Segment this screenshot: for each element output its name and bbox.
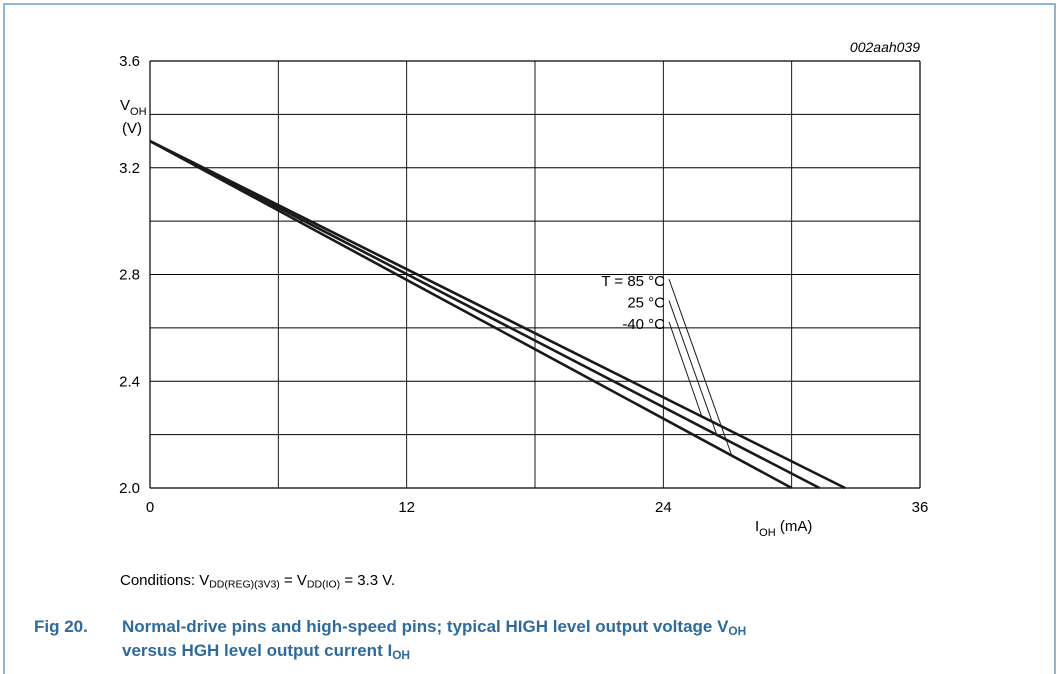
caption-line-2: versus HGH level output current IOH [122, 641, 411, 662]
x-tick-label: 12 [398, 499, 415, 516]
legend-leader-line [668, 300, 718, 435]
tick-labels: 0 12 24 36 2.0 2.4 2.8 3.2 3.6 [119, 53, 928, 516]
legend-leader-line [668, 279, 733, 456]
figure-caption: Fig 20. Normal-drive pins and high-speed … [34, 615, 746, 663]
series-line [149, 139, 821, 490]
legend: T = 85 °C 25 °C -40 °C [601, 273, 665, 333]
series-lines [149, 139, 846, 490]
figure-id: 002aah039 [850, 39, 920, 55]
x-tick-label: 24 [655, 499, 672, 516]
y-tick-label: 2.8 [119, 267, 140, 284]
y-tick-label: 3.2 [119, 160, 140, 177]
x-tick-label: 36 [912, 499, 929, 516]
y-axis-unit: (V) [122, 120, 142, 137]
legend-leaders [668, 279, 733, 456]
grid [149, 60, 921, 489]
y-tick-label: 2.4 [119, 373, 140, 390]
y-axis-label: VOH [120, 97, 147, 118]
legend-label: 25 °C [627, 295, 665, 312]
series-line [149, 139, 846, 490]
figure-border [3, 3, 1056, 674]
y-tick-label: 2.0 [119, 480, 140, 497]
legend-leader-line [668, 321, 703, 417]
series-line [149, 139, 793, 490]
x-axis-label: IOH (mA) [755, 518, 812, 539]
legend-label: T = 85 °C [601, 273, 665, 290]
caption-line-1: Fig 20. Normal-drive pins and high-speed … [34, 617, 747, 638]
legend-label: -40 °C [622, 316, 665, 333]
conditions-note: Conditions: VDD(REG)(3V3) = VDD(IO) = 3.… [120, 572, 396, 591]
y-tick-label: 3.6 [119, 53, 140, 70]
x-tick-label: 0 [146, 499, 154, 516]
